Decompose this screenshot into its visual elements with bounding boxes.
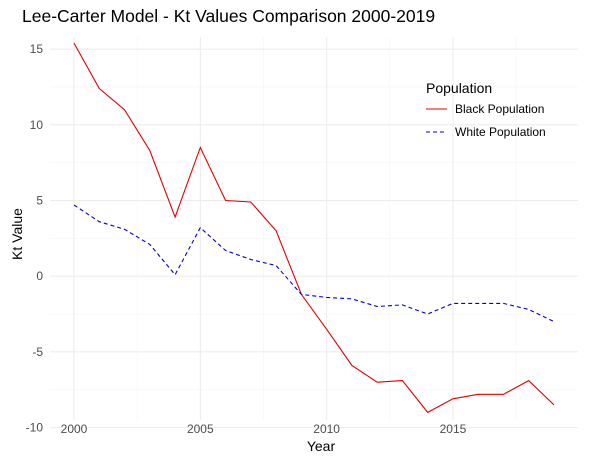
y-axis-ticks: -10 -5 0 5 10 15 [26, 42, 44, 434]
x-tick-label: 2015 [440, 422, 467, 436]
series-lines [73, 42, 555, 414]
y-tick-label: 0 [36, 269, 43, 283]
series-line-1 [73, 42, 555, 414]
x-tick-label: 2000 [61, 422, 88, 436]
legend-title: Population [426, 80, 492, 96]
series-line-2 [73, 204, 555, 323]
y-tick-label: 10 [30, 118, 44, 132]
y-tick-label: -5 [32, 345, 43, 359]
x-axis-ticks: 2000 2005 2010 2015 [61, 422, 467, 436]
y-tick-label: 15 [30, 42, 44, 56]
legend: Population Black Population White Populat… [426, 80, 546, 139]
y-axis-title: Kt Value [9, 208, 25, 260]
legend-label: White Population [455, 125, 546, 139]
y-tick-label: 5 [36, 193, 43, 207]
chart-title: Lee-Carter Model - Kt Values Comparison … [22, 6, 435, 26]
x-tick-label: 2010 [313, 422, 340, 436]
legend-label: Black Population [455, 102, 544, 116]
x-tick-label: 2005 [187, 422, 214, 436]
grid [50, 37, 578, 429]
x-axis-title: Year [307, 438, 336, 454]
legend-items: Black Population White Population [426, 102, 546, 139]
y-tick-label: -10 [26, 421, 44, 435]
